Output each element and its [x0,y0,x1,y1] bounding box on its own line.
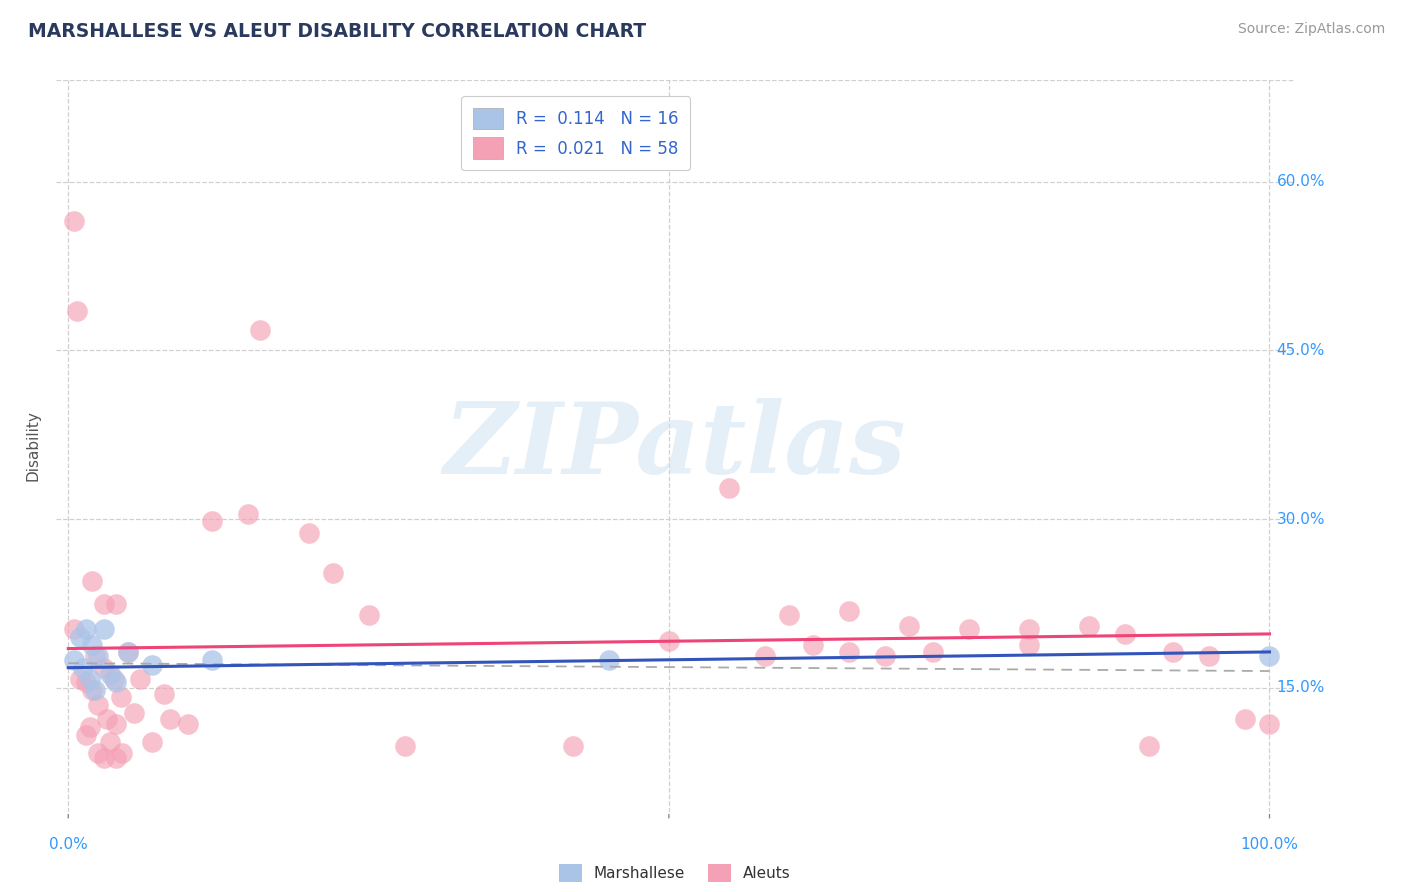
Point [72,661,94,675]
Text: Source: ZipAtlas.com: Source: ZipAtlas.com [1237,22,1385,37]
Point [1078,619,1101,633]
Point [1258,717,1281,731]
Point [83,683,105,698]
Point [1234,713,1257,727]
Point [778,607,800,622]
Point [117,645,139,659]
Point [98,735,121,749]
Point [177,717,200,731]
Point [598,653,620,667]
Point [63,653,86,667]
Point [322,566,344,581]
Text: 0.0%: 0.0% [49,837,87,852]
Point [561,739,583,754]
Point [75,728,97,742]
Point [87,649,110,664]
Point [1137,739,1160,754]
Point [141,735,163,749]
Text: 60.0%: 60.0% [1277,174,1324,189]
Point [105,717,128,731]
Point [124,706,146,720]
Point [249,323,271,337]
Text: 15.0%: 15.0% [1277,681,1324,696]
Point [1258,649,1281,664]
Text: 45.0%: 45.0% [1277,343,1324,358]
Point [754,649,776,664]
Text: 30.0%: 30.0% [1277,512,1324,526]
Point [82,638,104,652]
Point [93,750,115,764]
Point [394,739,416,754]
Point [75,675,97,690]
Point [66,304,89,318]
Point [69,672,91,686]
Point [105,675,128,690]
Point [98,667,121,681]
Point [79,672,101,686]
Point [79,720,101,734]
Point [105,750,128,764]
Point [105,597,128,611]
Point [898,619,921,633]
Point [1018,623,1040,637]
Point [111,746,134,760]
Point [129,672,152,686]
Point [75,623,97,637]
Point [110,690,132,704]
Point [141,658,163,673]
Point [82,683,104,698]
Point [63,214,86,228]
Point [1163,645,1185,659]
Point [96,713,118,727]
Point [957,623,980,637]
Point [1198,649,1220,664]
Point [83,649,105,664]
Y-axis label: Disability: Disability [25,410,41,482]
Point [357,607,380,622]
Text: ZIPatlas: ZIPatlas [444,398,905,494]
Point [838,604,860,618]
Point [69,630,91,644]
Point [838,645,860,659]
Point [201,653,224,667]
Point [87,698,110,712]
Point [658,633,681,648]
Point [1018,638,1040,652]
Point [922,645,945,659]
Point [201,515,224,529]
Point [103,672,125,686]
Point [93,661,115,675]
Point [93,597,115,611]
Point [82,574,104,588]
Point [93,623,115,637]
Point [801,638,824,652]
Point [159,713,181,727]
Point [297,525,319,540]
Point [1114,627,1136,641]
Point [153,687,176,701]
Legend: Marshallese, Aleuts: Marshallese, Aleuts [553,858,797,888]
Point [717,481,740,495]
Point [87,746,110,760]
Point [875,649,897,664]
Text: MARSHALLESE VS ALEUT DISABILITY CORRELATION CHART: MARSHALLESE VS ALEUT DISABILITY CORRELAT… [28,22,647,41]
Text: 100.0%: 100.0% [1240,837,1299,852]
Point [117,645,139,659]
Point [63,623,86,637]
Point [238,507,260,521]
